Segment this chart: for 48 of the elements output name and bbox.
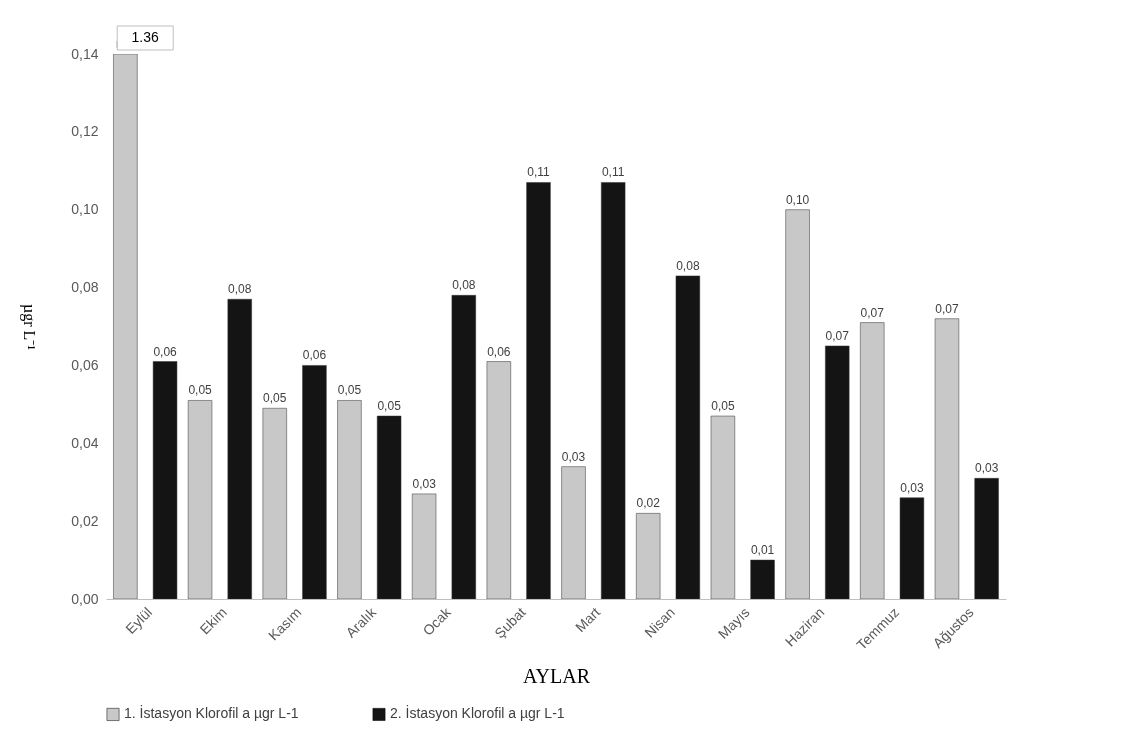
bar [451,295,476,599]
data-label: 0,08 [676,258,700,273]
bar [974,478,999,599]
data-label: 0,05 [188,383,213,398]
y-tick-label: 0,06 [71,356,99,373]
legend-label: 2. İstasyon Klorofil a µgr L-1 [390,704,565,722]
y-axis-title: µgr L⁻¹ [20,303,39,351]
bar [526,182,551,599]
bar [750,559,775,599]
y-tick-label: 0,14 [71,45,99,62]
data-label: 0,05 [337,383,362,398]
legend-label: 1. İstasyon Klorofil a µgr L-1 [124,704,299,722]
data-label: 0,08 [228,282,252,297]
bar [227,299,252,599]
data-label: 0,07 [825,328,850,343]
data-label: 0,08 [452,278,476,293]
data-label: 0,11 [601,165,625,180]
data-label: 0,11 [527,165,551,180]
y-tick-label: 0,08 [71,279,99,296]
bar [302,365,327,599]
bar [825,345,850,599]
data-label: 0,06 [487,344,511,359]
data-label: 0,10 [785,192,810,207]
annotation: 1.36 [131,29,160,45]
bar [601,182,626,599]
bar [152,361,178,599]
bar [675,275,701,599]
y-tick-label: 0,12 [71,123,99,140]
data-label: 0,07 [860,305,885,320]
y-tick-label: 0,10 [71,201,99,218]
data-label: 0,03 [561,449,586,464]
data-label: 0,05 [711,399,735,414]
y-tick-label: 0,00 [71,590,99,607]
y-tick-label: 0,02 [71,512,99,529]
data-label: 0,07 [935,301,959,316]
data-label: 0,03 [900,480,924,495]
data-label: 0,02 [636,496,661,511]
data-label: 0,05 [263,391,287,406]
data-label: 0,01 [750,543,775,558]
bar [899,497,925,599]
y-tick-label: 0,04 [71,434,99,451]
x-axis-title: AYLAR [522,664,591,687]
bar [376,415,402,599]
data-label: 0,06 [153,344,178,359]
data-label: 0,03 [412,476,437,491]
data-label: 0,05 [377,399,402,414]
data-label: 0,03 [974,461,999,476]
data-label: 0,06 [302,348,327,363]
